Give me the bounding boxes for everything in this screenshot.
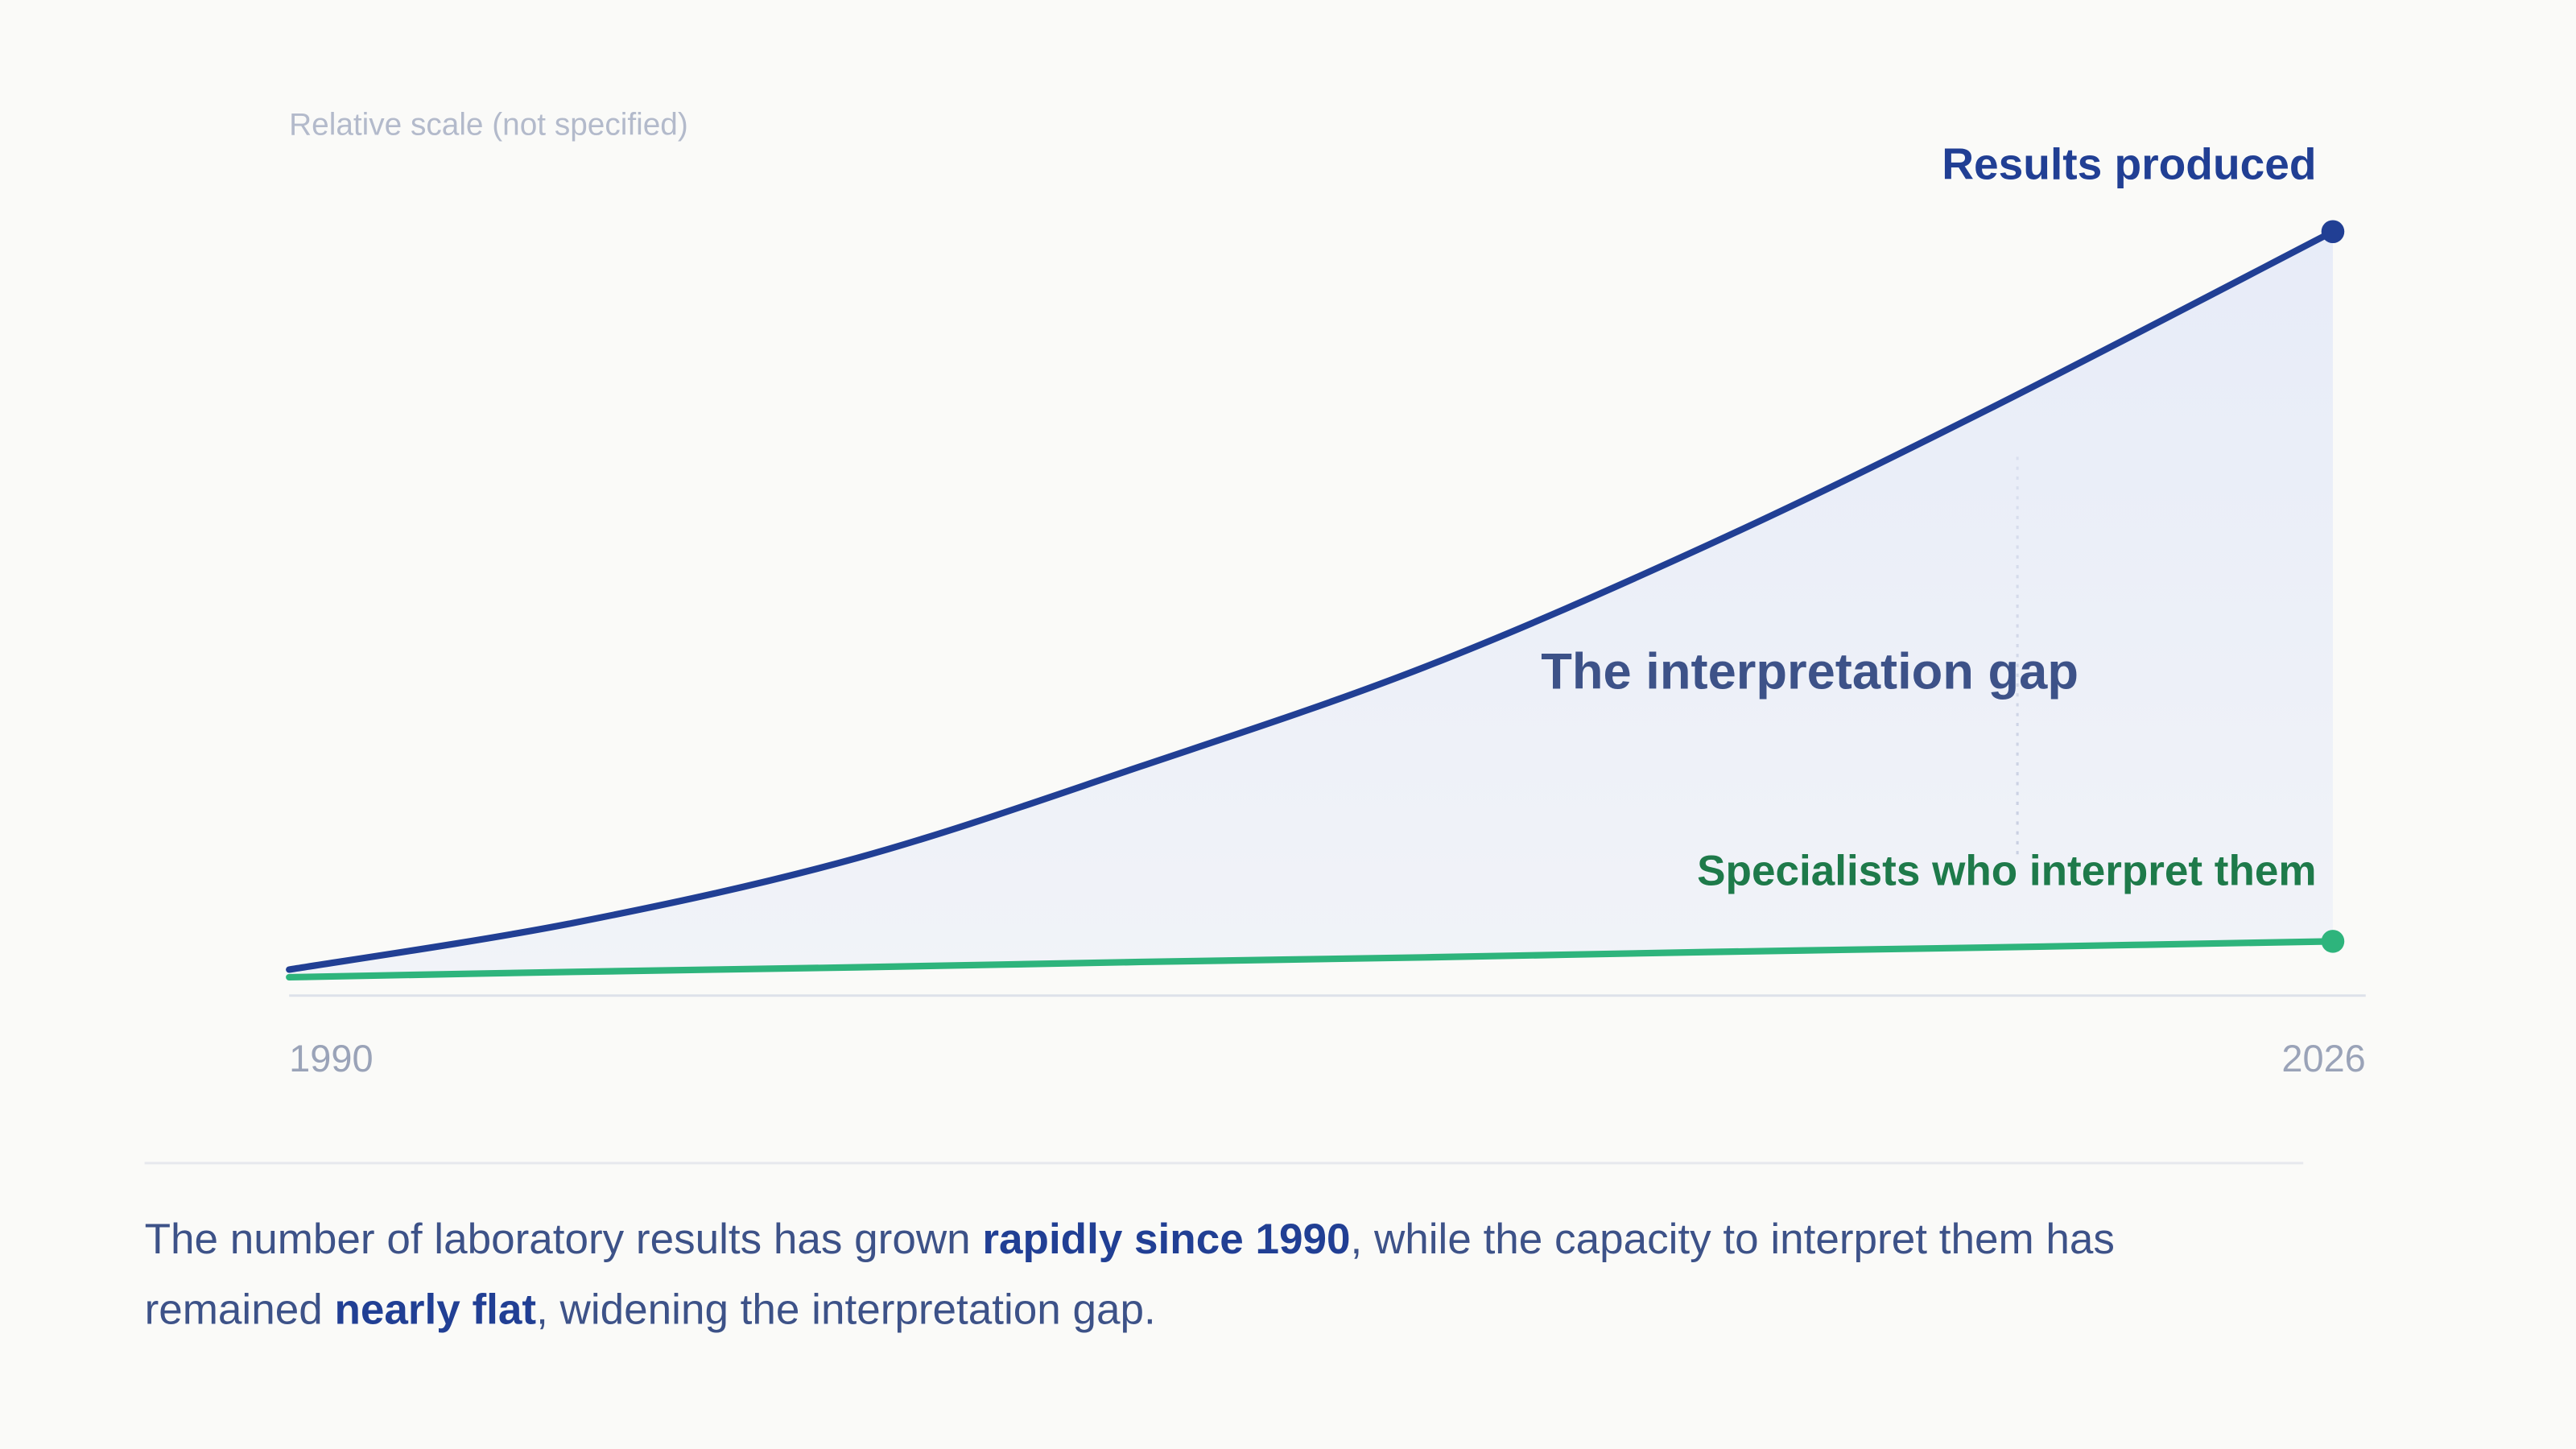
x-tick-label: 1990 (289, 1038, 373, 1080)
series-label: Specialists who interpret them (1697, 848, 2316, 895)
end-point (2321, 220, 2345, 244)
y-note: Relative scale (not specified) (289, 107, 688, 142)
end-point (2321, 930, 2345, 953)
caption-text: The number of laboratory results has gro… (145, 1216, 983, 1263)
caption-text: , widening the interpretation gap. (536, 1286, 1156, 1334)
series-line (286, 938, 2337, 981)
caption-line: remained nearly flat, widening the inter… (145, 1286, 1156, 1334)
caption-text: remained (145, 1286, 335, 1334)
caption-line: The number of laboratory results has gro… (145, 1216, 2115, 1263)
series-label: Results produced (1942, 139, 2316, 189)
caption-text: , while the capacity to interpret them h… (1350, 1216, 2114, 1263)
caption-emphasis: rapidly since 1990 (982, 1216, 1350, 1263)
gap-area (289, 231, 2333, 977)
caption-emphasis: nearly flat (334, 1286, 536, 1334)
x-tick-label: 2026 (2281, 1038, 2365, 1080)
series-line (286, 228, 2337, 973)
gap-label: The interpretation gap (1541, 643, 2079, 700)
